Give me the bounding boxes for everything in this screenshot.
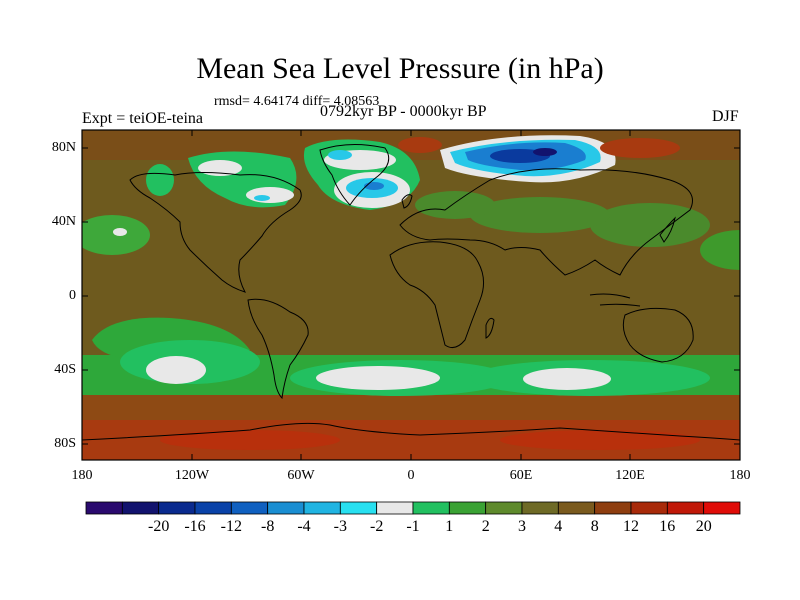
colorbar-label: -1 bbox=[406, 518, 420, 535]
colorbar-label: 4 bbox=[554, 518, 563, 535]
greenland-north-cyan bbox=[328, 150, 352, 160]
colorbar-label: 12 bbox=[623, 518, 639, 535]
north-pacific-grey bbox=[113, 228, 127, 236]
rmsd-diff-stats: rmsd= 4.64174 diff= 4.08563 bbox=[214, 94, 380, 109]
canada-cyan bbox=[254, 195, 270, 201]
colorbar-label: -16 bbox=[184, 518, 206, 535]
lon-label-180e: 180 bbox=[729, 468, 751, 483]
colorbar-swatch bbox=[158, 501, 196, 515]
antarctic-red-patch bbox=[500, 430, 700, 450]
pressure-field bbox=[82, 130, 740, 460]
colorbar-label: 3 bbox=[518, 518, 526, 535]
north-pacific-green-west bbox=[700, 230, 740, 270]
north-pacific-green bbox=[82, 215, 150, 255]
colorbar-label: -2 bbox=[370, 518, 384, 535]
colorbar-swatch bbox=[194, 501, 232, 515]
lon-label-60w: 60W bbox=[287, 468, 315, 483]
colorbar-label: 16 bbox=[659, 518, 676, 535]
colorbar-swatch bbox=[448, 501, 487, 515]
colorbar-label: -12 bbox=[220, 518, 242, 535]
japan-coast bbox=[659, 216, 676, 243]
colorbar-swatch bbox=[121, 501, 160, 515]
colorbar-swatch bbox=[521, 501, 559, 515]
colorbar bbox=[85, 501, 741, 515]
lon-label-0: 0 bbox=[407, 468, 415, 483]
lat-label-80s: 80S bbox=[54, 436, 76, 451]
colorbar-swatch bbox=[557, 501, 596, 515]
period-label: 0792kyr BP - 0000kyr BP bbox=[320, 103, 487, 120]
colorbar-swatch bbox=[485, 501, 523, 515]
eurasia-coast bbox=[399, 168, 693, 276]
coastlines bbox=[82, 143, 740, 441]
colorbar-swatch bbox=[594, 501, 632, 515]
colorbar-swatch bbox=[267, 501, 305, 515]
indian-ocean-grey bbox=[523, 368, 611, 390]
south-america-coast bbox=[247, 298, 309, 400]
colorbar-swatch bbox=[666, 501, 705, 515]
siberia-blue-darkest bbox=[533, 148, 557, 156]
africa-coast bbox=[389, 241, 484, 349]
south-pacific-grey bbox=[146, 356, 206, 384]
experiment-label: Expt = teiOE-teina bbox=[82, 110, 203, 127]
uk-coast bbox=[401, 194, 413, 209]
alaska-green bbox=[146, 164, 174, 196]
lon-label-60e: 60E bbox=[509, 468, 533, 483]
colorbar-swatch bbox=[339, 501, 378, 515]
lon-label-180w: 180 bbox=[71, 468, 93, 483]
colorbar-swatch bbox=[703, 501, 741, 515]
colorbar-swatch bbox=[85, 501, 123, 515]
antarctica-coast bbox=[82, 422, 740, 441]
lon-label-120e: 120E bbox=[615, 468, 645, 483]
colorbar-label: 2 bbox=[481, 518, 490, 535]
season-label: DJF bbox=[712, 108, 739, 125]
north-america-coast bbox=[129, 172, 302, 293]
colorbar-label: -4 bbox=[297, 518, 311, 535]
colorbar-swatch bbox=[303, 501, 341, 515]
australia-coast bbox=[622, 307, 694, 363]
colorbar-label: -20 bbox=[148, 518, 170, 535]
greenland-coast bbox=[319, 143, 390, 206]
colorbar-label: 1 bbox=[445, 518, 454, 535]
colorbar-label: -3 bbox=[333, 518, 347, 535]
indonesia-coast bbox=[589, 293, 641, 307]
axis-ticks bbox=[82, 130, 740, 460]
antarctic-red-patch bbox=[160, 430, 340, 450]
europe-green bbox=[415, 191, 495, 219]
lat-label-40n: 40N bbox=[51, 214, 76, 229]
colorbar-swatch bbox=[630, 501, 668, 515]
south-atlantic-grey bbox=[316, 366, 440, 390]
canada-grey bbox=[198, 160, 242, 176]
colorbar-swatch bbox=[230, 501, 269, 515]
colorbar-label: 8 bbox=[590, 518, 599, 535]
map-title: Mean Sea Level Pressure (in hPa) bbox=[196, 52, 604, 85]
lon-label-120w: 120W bbox=[174, 468, 210, 483]
central-asia-green bbox=[470, 197, 610, 233]
canada-grey-2 bbox=[246, 187, 294, 203]
colorbar-label: 20 bbox=[695, 518, 712, 535]
east-asia-green bbox=[590, 203, 710, 247]
lat-label-40s: 40S bbox=[54, 362, 76, 377]
arctic-red-patch bbox=[398, 137, 442, 153]
lat-label-0: 0 bbox=[69, 288, 76, 303]
colorbar-swatch bbox=[412, 501, 450, 515]
arctic-red-patch bbox=[600, 138, 680, 158]
colorbar-swatch bbox=[376, 501, 414, 515]
colorbar-label: -8 bbox=[261, 518, 275, 535]
madagascar-coast bbox=[485, 317, 495, 339]
lat-label-80n: 80N bbox=[51, 140, 76, 155]
